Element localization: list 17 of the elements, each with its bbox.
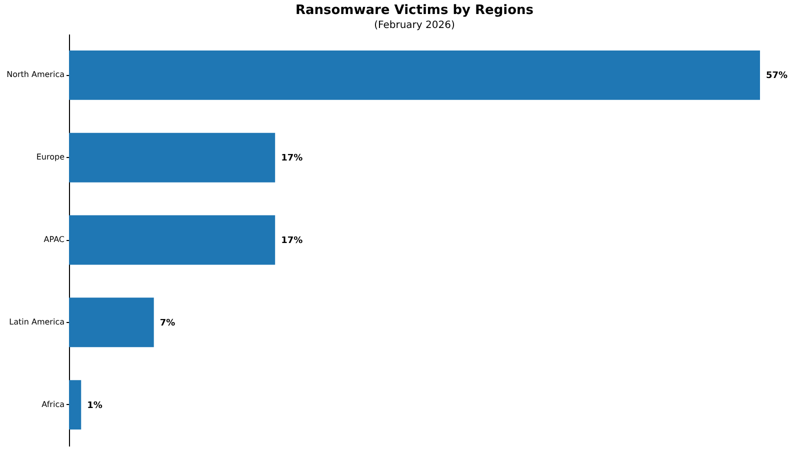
bar: [69, 50, 760, 100]
y-tick-label: Europe: [36, 152, 65, 162]
bar: [69, 132, 276, 182]
bar: [69, 380, 82, 430]
data-label: 57%: [766, 71, 788, 82]
data-label: 17%: [281, 154, 303, 164]
y-tick-label: APAC: [44, 235, 65, 244]
data-label: 1%: [87, 400, 102, 411]
y-tick-label: Africa: [42, 400, 65, 409]
bar: [69, 215, 276, 265]
data-label: 17%: [281, 236, 303, 246]
bar: [69, 298, 154, 348]
y-tick-label: Latin America: [9, 317, 65, 326]
chart-title: Ransomware Victims by Regions: [295, 3, 534, 18]
chart-subtitle: (February 2026): [374, 20, 455, 31]
y-tick-label: North America: [6, 70, 65, 80]
data-label: 7%: [160, 318, 176, 328]
